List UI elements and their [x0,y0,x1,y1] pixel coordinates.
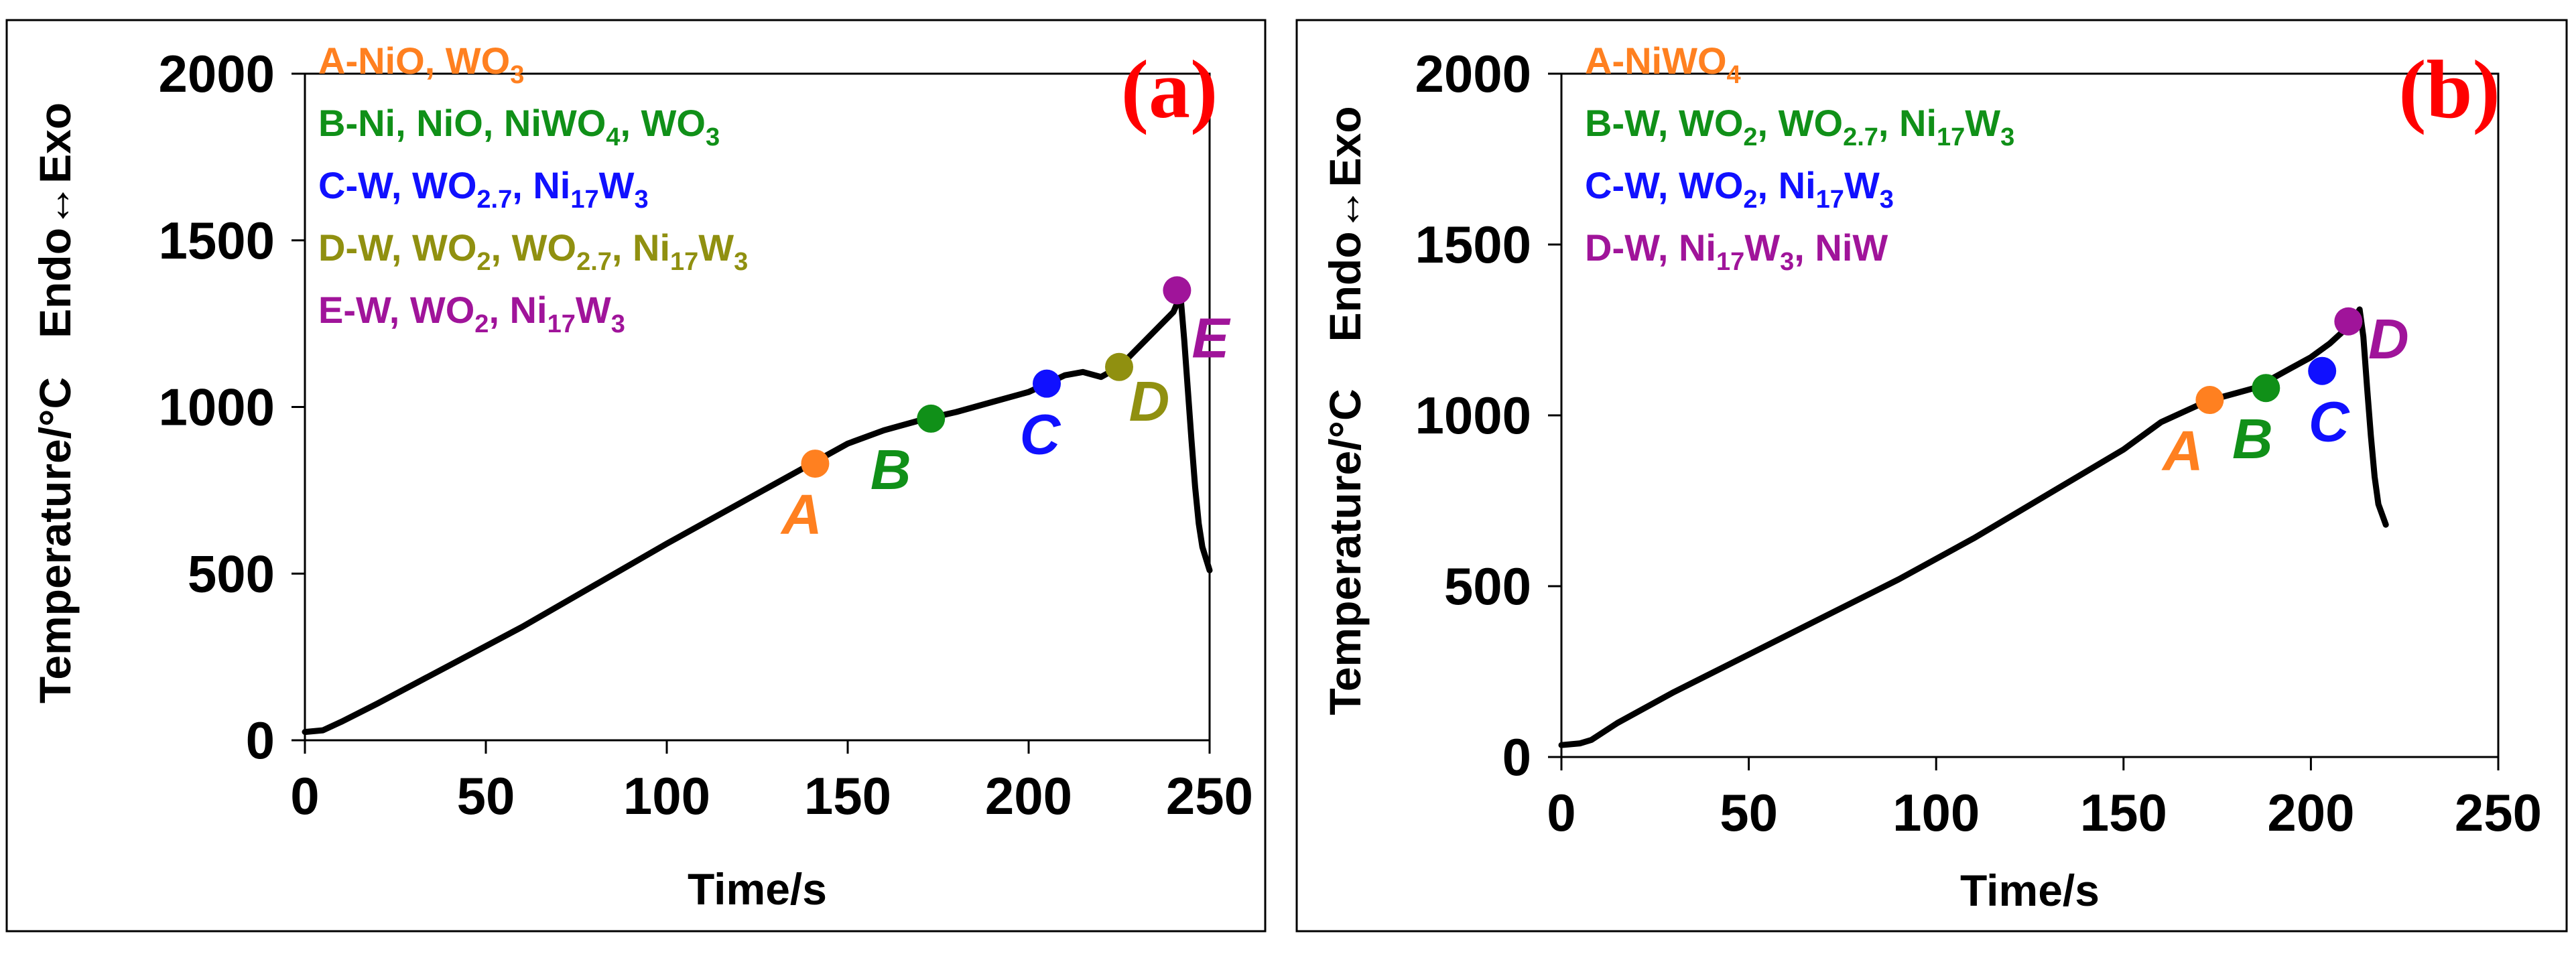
x-tick-label: 200 [2267,783,2354,842]
legend-entry: D-W, WO2, WO2.7, Ni17W3 [318,226,748,276]
panel-border [5,19,1267,933]
y-tick-label: 1000 [158,378,275,437]
x-tick-label: 250 [2455,783,2542,842]
point-label-c: C [2309,391,2350,454]
point-label-d: D [2368,307,2409,370]
x-axis-label: Time/s [1960,866,2100,915]
point-d [1105,352,1133,381]
legend-entry: A-NiO, WO3 [318,40,524,89]
y-tick-label: 1500 [1415,215,1531,274]
temperature-curve [302,293,1213,736]
panel-label: (a) [1121,44,1218,135]
point-label-a: A [2161,419,2203,482]
y-tick-label: 2000 [158,44,275,103]
x-tick-label: 200 [985,766,1072,825]
y-tick-label: 0 [246,711,275,770]
point-label-b: B [2232,407,2273,470]
point-c [1033,369,1061,398]
point-label-e: E [1192,306,1231,369]
x-tick-label: 50 [1720,783,1778,842]
x-tick-label: 50 [457,766,515,825]
x-tick-label: 100 [623,766,710,825]
point-a [801,450,830,478]
y-tick-label: 500 [1444,557,1531,616]
point-label-a: A [780,483,822,546]
panel-label: (b) [2398,44,2500,135]
legend-entry: E-W, WO2, Ni17W3 [318,289,625,338]
point-label-d: D [1129,370,1170,433]
panel-b: 0 500 1000 1500 2000 0 50 100 150 200 250 Time/s Tem… [1295,19,2568,933]
point-b [2252,374,2280,403]
x-axis-label: Time/s [688,864,827,914]
point-c [2308,356,2337,385]
y-tick-label: 1000 [1415,386,1531,445]
y-tick-label: 1500 [158,211,275,270]
panel-a: 0 500 1000 1500 2000 0 50 100 150 200 250 Time/s Tem… [5,19,1267,933]
y-axis-label-endo-exo: Endo↔Exo [30,102,80,338]
x-tick-label: 0 [290,766,319,825]
legend-entry: D-W, Ni17W3, NiW [1585,226,1888,276]
point-label-b: B [871,438,911,501]
legend-entry: B-W, WO2, WO2.7, Ni17W3 [1585,102,2014,151]
panel-border [1295,19,2568,933]
x-tick-label: 0 [1547,783,1575,842]
legend-entry: B-Ni, NiO, NiWO4, WO3 [318,102,720,151]
y-tick-label: 500 [188,544,275,603]
x-tick-label: 250 [1166,766,1253,825]
x-tick-label: 150 [2080,783,2167,842]
point-label-c: C [1020,403,1061,466]
x-tick-label: 100 [1892,783,1980,842]
legend-entry: C-W, WO2, Ni17W3 [1585,164,1894,214]
point-e [1163,276,1192,305]
legend-entry: C-W, WO2.7, Ni17W3 [318,164,649,214]
y-axis-label: Temperature/°C [30,377,80,703]
point-b [917,404,946,433]
temperature-curve [1558,306,2389,748]
y-axis-label: Temperature/°C [1320,389,1370,715]
legend-entry: A-NiWO4 [1585,40,1741,89]
y-tick-label: 2000 [1415,44,1531,103]
y-tick-label: 0 [1502,728,1531,786]
x-tick-label: 150 [804,766,891,825]
y-axis-label-endo-exo: Endo↔Exo [1320,106,1370,342]
point-a [2195,386,2224,415]
point-d [2334,307,2363,336]
